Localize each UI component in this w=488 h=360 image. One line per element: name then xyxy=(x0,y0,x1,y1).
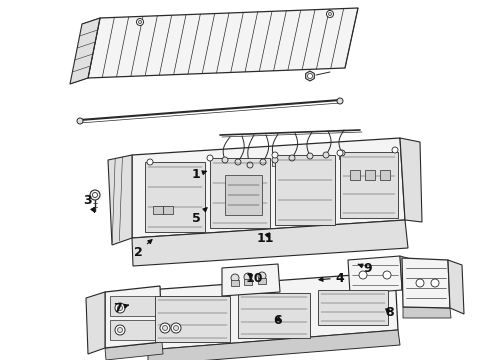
Circle shape xyxy=(147,159,153,165)
Text: 7: 7 xyxy=(113,302,128,315)
Circle shape xyxy=(391,147,397,153)
Polygon shape xyxy=(110,296,155,316)
Text: 4: 4 xyxy=(318,271,344,284)
Circle shape xyxy=(173,325,178,330)
Polygon shape xyxy=(163,206,173,214)
Polygon shape xyxy=(338,153,345,159)
Circle shape xyxy=(115,303,125,313)
Polygon shape xyxy=(128,290,148,356)
Polygon shape xyxy=(401,258,449,308)
Circle shape xyxy=(92,193,97,198)
Circle shape xyxy=(222,157,227,163)
Polygon shape xyxy=(235,162,241,168)
Polygon shape xyxy=(399,138,421,222)
Text: 11: 11 xyxy=(256,231,273,244)
Polygon shape xyxy=(260,162,265,168)
Circle shape xyxy=(138,21,141,23)
Circle shape xyxy=(246,162,252,168)
Circle shape xyxy=(336,98,342,104)
Polygon shape xyxy=(224,175,262,215)
Polygon shape xyxy=(105,342,163,360)
Polygon shape xyxy=(244,279,251,285)
Text: 1: 1 xyxy=(191,168,206,181)
Circle shape xyxy=(415,279,423,287)
Circle shape xyxy=(271,152,278,158)
Circle shape xyxy=(235,159,241,165)
Polygon shape xyxy=(349,170,359,180)
Text: 6: 6 xyxy=(273,314,282,327)
Polygon shape xyxy=(148,272,397,350)
Polygon shape xyxy=(222,160,227,166)
Circle shape xyxy=(328,13,331,15)
Polygon shape xyxy=(258,278,265,284)
Polygon shape xyxy=(246,165,252,171)
Text: 5: 5 xyxy=(191,208,206,225)
Polygon shape xyxy=(132,220,407,266)
Text: 9: 9 xyxy=(358,261,371,274)
Circle shape xyxy=(117,306,122,310)
Circle shape xyxy=(171,323,181,333)
Circle shape xyxy=(271,157,278,163)
Polygon shape xyxy=(238,293,309,338)
Polygon shape xyxy=(209,158,269,228)
Circle shape xyxy=(336,150,342,156)
Polygon shape xyxy=(364,170,374,180)
Circle shape xyxy=(258,272,265,280)
Polygon shape xyxy=(347,256,401,294)
Circle shape xyxy=(244,273,251,281)
Polygon shape xyxy=(110,320,155,340)
Circle shape xyxy=(338,150,345,156)
Text: 3: 3 xyxy=(83,194,94,212)
Polygon shape xyxy=(379,170,389,180)
Text: 8: 8 xyxy=(385,306,393,320)
Text: 10: 10 xyxy=(245,271,262,284)
Polygon shape xyxy=(70,18,100,84)
Polygon shape xyxy=(306,156,312,162)
Polygon shape xyxy=(105,286,162,348)
Circle shape xyxy=(307,73,312,78)
Circle shape xyxy=(326,10,333,18)
Polygon shape xyxy=(148,330,399,360)
Polygon shape xyxy=(88,8,357,78)
Polygon shape xyxy=(288,158,294,164)
Circle shape xyxy=(288,155,294,161)
Polygon shape xyxy=(230,280,239,286)
Polygon shape xyxy=(222,264,280,296)
Polygon shape xyxy=(108,155,132,245)
Circle shape xyxy=(323,152,328,158)
Circle shape xyxy=(160,323,170,333)
Circle shape xyxy=(260,159,265,165)
Polygon shape xyxy=(145,162,204,232)
Polygon shape xyxy=(339,152,397,218)
Polygon shape xyxy=(447,260,463,314)
Circle shape xyxy=(136,18,143,26)
Polygon shape xyxy=(155,296,229,342)
Polygon shape xyxy=(86,292,105,354)
Polygon shape xyxy=(317,290,387,325)
Polygon shape xyxy=(399,256,416,294)
Polygon shape xyxy=(305,71,314,81)
Polygon shape xyxy=(274,155,334,225)
Circle shape xyxy=(162,325,167,330)
Circle shape xyxy=(430,279,438,287)
Circle shape xyxy=(206,155,213,161)
Circle shape xyxy=(90,190,100,200)
Polygon shape xyxy=(132,138,404,238)
Polygon shape xyxy=(271,160,278,166)
Polygon shape xyxy=(153,206,163,214)
Circle shape xyxy=(230,274,239,282)
Circle shape xyxy=(306,153,312,159)
Circle shape xyxy=(382,271,390,279)
Circle shape xyxy=(117,328,122,333)
Text: 2: 2 xyxy=(133,240,152,258)
Polygon shape xyxy=(402,307,450,318)
Circle shape xyxy=(358,271,366,279)
Circle shape xyxy=(77,118,83,124)
Polygon shape xyxy=(323,155,328,161)
Circle shape xyxy=(115,325,125,335)
